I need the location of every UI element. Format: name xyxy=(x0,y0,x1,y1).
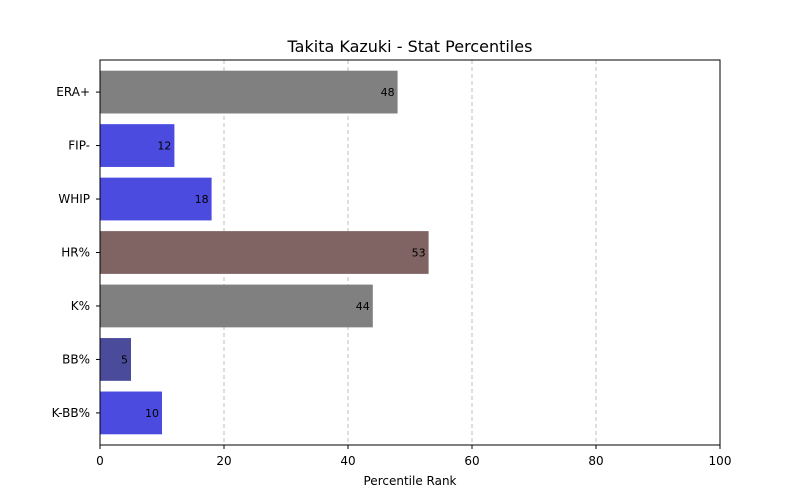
chart-title: Takita Kazuki - Stat Percentiles xyxy=(287,37,533,56)
bar-6 xyxy=(100,391,162,435)
data-label-1: 12 xyxy=(157,140,171,153)
data-label-3: 53 xyxy=(412,247,426,260)
y-tick-label-2: WHIP xyxy=(58,192,90,206)
y-axis: ERA+ FIP- WHIP HR% K% BB% K-BB% xyxy=(52,85,100,420)
bar-2 xyxy=(100,177,212,221)
x-tick-label-2: 40 xyxy=(340,454,355,468)
y-tick-label-6: K-BB% xyxy=(52,406,90,420)
data-label-4: 44 xyxy=(356,300,370,313)
bar-4 xyxy=(100,284,373,328)
x-tick-label-4: 80 xyxy=(588,454,603,468)
data-label-0: 48 xyxy=(381,86,395,99)
y-tick-label-5: BB% xyxy=(62,352,90,366)
bar-3 xyxy=(100,231,429,274)
bar-5 xyxy=(100,338,131,381)
y-tick-label-0: ERA+ xyxy=(56,85,90,99)
y-tick-label-1: FIP- xyxy=(68,139,90,153)
data-label-2: 18 xyxy=(195,193,209,206)
x-tick-label-5: 100 xyxy=(709,454,732,468)
x-tick-label-3: 60 xyxy=(464,454,479,468)
y-tick-label-4: K% xyxy=(71,299,90,313)
data-label-6: 10 xyxy=(145,407,159,420)
y-tick-label-3: HR% xyxy=(61,246,90,260)
bar-0 xyxy=(100,70,398,114)
x-axis: 0 20 40 60 80 100 xyxy=(96,445,731,468)
plot-frame xyxy=(99,59,721,446)
bar-1 xyxy=(100,124,175,167)
x-tick-label-1: 20 xyxy=(216,454,231,468)
data-label-5: 5 xyxy=(121,353,128,366)
bars: 48 12 18 53 44 5 10 xyxy=(100,70,429,435)
x-tick-label-0: 0 xyxy=(96,454,104,468)
x-axis-label: Percentile Rank xyxy=(364,474,457,488)
